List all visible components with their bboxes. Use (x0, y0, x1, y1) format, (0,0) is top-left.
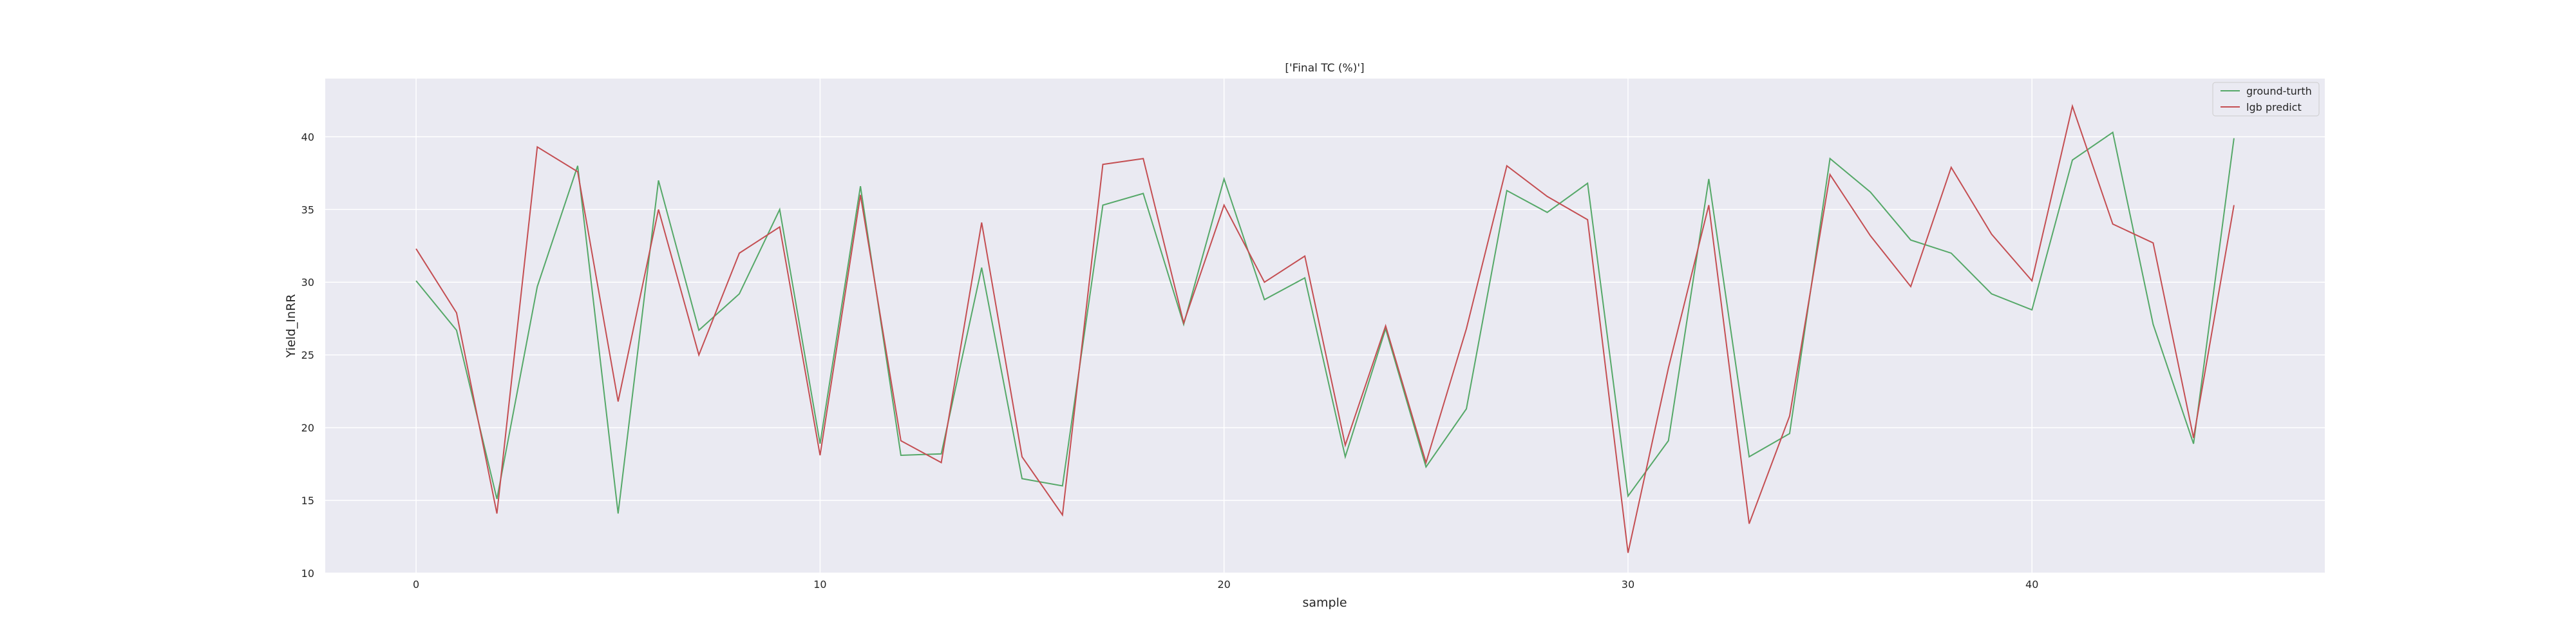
legend-label-ground-turth: ground-turth (2246, 85, 2312, 97)
y-tick-labels: 10 15 20 25 30 35 40 (301, 131, 314, 580)
y-tick-label: 10 (301, 567, 314, 580)
x-tick-label: 30 (1622, 578, 1634, 591)
x-tick-label: 40 (2025, 578, 2038, 591)
x-tick-label: 10 (813, 578, 826, 591)
y-tick-label: 20 (301, 422, 314, 434)
x-axis-label: sample (1302, 596, 1347, 610)
series-line-lgb-predict (415, 104, 2235, 553)
legend-label-lgb-predict: lgb predict (2246, 101, 2302, 113)
series-line-ground-turth (415, 131, 2235, 514)
y-tick-label: 40 (301, 131, 314, 143)
x-tick-label: 20 (1218, 578, 1231, 591)
x-tick-labels: 0 10 20 30 40 (413, 578, 2038, 591)
y-tick-label: 15 (301, 495, 314, 507)
plot-background (325, 79, 2325, 573)
y-axis-label: Yield_InRR (284, 294, 298, 359)
chart-title: ['Final TC (%)'] (1285, 62, 1364, 75)
legend: ground-turth lgb predict (2212, 82, 2320, 117)
y-tick-label: 25 (301, 349, 314, 361)
x-tick-label: 0 (413, 578, 419, 591)
y-tick-label: 30 (301, 276, 314, 289)
y-tick-label: 35 (301, 204, 314, 216)
series-lines (415, 104, 2235, 553)
